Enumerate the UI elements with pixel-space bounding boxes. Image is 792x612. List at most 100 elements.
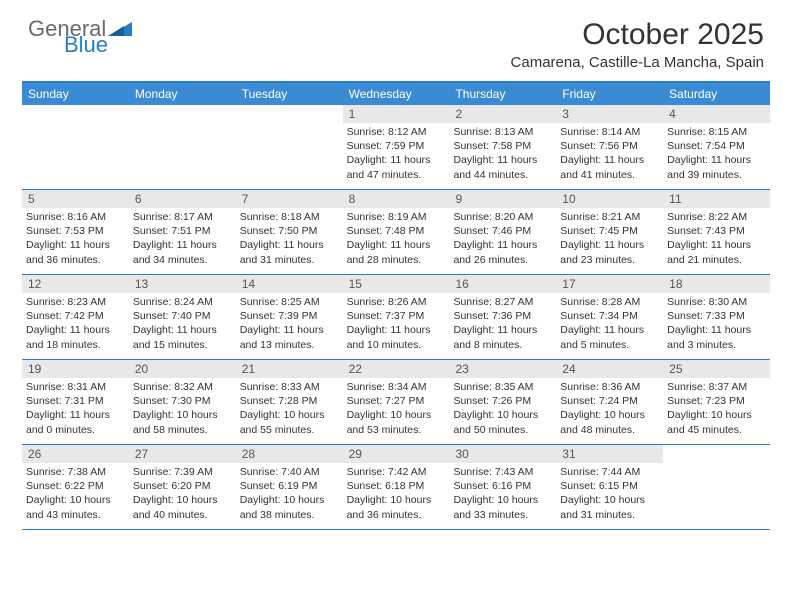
day-cell bbox=[236, 105, 343, 189]
day-number: 12 bbox=[22, 275, 129, 293]
day-content: Sunrise: 8:13 AMSunset: 7:58 PMDaylight:… bbox=[449, 123, 556, 186]
day-number: 23 bbox=[449, 360, 556, 378]
sunset-text: Sunset: 7:50 PM bbox=[240, 224, 339, 238]
daylight-text: Daylight: 10 hours and 55 minutes. bbox=[240, 408, 339, 436]
day-content: Sunrise: 8:27 AMSunset: 7:36 PMDaylight:… bbox=[449, 293, 556, 356]
day-content: Sunrise: 8:32 AMSunset: 7:30 PMDaylight:… bbox=[129, 378, 236, 441]
day-cell: 9Sunrise: 8:20 AMSunset: 7:46 PMDaylight… bbox=[449, 190, 556, 274]
sunrise-text: Sunrise: 8:37 AM bbox=[667, 380, 766, 394]
sunset-text: Sunset: 7:40 PM bbox=[133, 309, 232, 323]
sunset-text: Sunset: 7:59 PM bbox=[347, 139, 446, 153]
daylight-text: Daylight: 11 hours and 10 minutes. bbox=[347, 323, 446, 351]
day-cell bbox=[663, 445, 770, 529]
day-content: Sunrise: 8:18 AMSunset: 7:50 PMDaylight:… bbox=[236, 208, 343, 271]
day-number: 30 bbox=[449, 445, 556, 463]
sunset-text: Sunset: 7:39 PM bbox=[240, 309, 339, 323]
day-header-tuesday: Tuesday bbox=[236, 83, 343, 105]
sunset-text: Sunset: 7:48 PM bbox=[347, 224, 446, 238]
day-cell: 30Sunrise: 7:43 AMSunset: 6:16 PMDayligh… bbox=[449, 445, 556, 529]
sunrise-text: Sunrise: 8:18 AM bbox=[240, 210, 339, 224]
location: Camarena, Castille-La Mancha, Spain bbox=[511, 54, 764, 71]
daylight-text: Daylight: 11 hours and 36 minutes. bbox=[26, 238, 125, 266]
sunset-text: Sunset: 6:19 PM bbox=[240, 479, 339, 493]
month-title: October 2025 bbox=[511, 18, 764, 52]
sunrise-text: Sunrise: 8:26 AM bbox=[347, 295, 446, 309]
sunset-text: Sunset: 7:45 PM bbox=[560, 224, 659, 238]
sunset-text: Sunset: 6:18 PM bbox=[347, 479, 446, 493]
sunrise-text: Sunrise: 7:44 AM bbox=[560, 465, 659, 479]
daylight-text: Daylight: 11 hours and 26 minutes. bbox=[453, 238, 552, 266]
day-number: 29 bbox=[343, 445, 450, 463]
sunset-text: Sunset: 6:15 PM bbox=[560, 479, 659, 493]
day-cell: 25Sunrise: 8:37 AMSunset: 7:23 PMDayligh… bbox=[663, 360, 770, 444]
sunset-text: Sunset: 7:31 PM bbox=[26, 394, 125, 408]
sunrise-text: Sunrise: 8:12 AM bbox=[347, 125, 446, 139]
day-content: Sunrise: 8:25 AMSunset: 7:39 PMDaylight:… bbox=[236, 293, 343, 356]
day-cell: 23Sunrise: 8:35 AMSunset: 7:26 PMDayligh… bbox=[449, 360, 556, 444]
day-content: Sunrise: 7:43 AMSunset: 6:16 PMDaylight:… bbox=[449, 463, 556, 526]
day-number: 7 bbox=[236, 190, 343, 208]
day-content: Sunrise: 8:31 AMSunset: 7:31 PMDaylight:… bbox=[22, 378, 129, 441]
week-row: 5Sunrise: 8:16 AMSunset: 7:53 PMDaylight… bbox=[22, 190, 770, 275]
day-header-row: SundayMondayTuesdayWednesdayThursdayFrid… bbox=[22, 83, 770, 105]
daylight-text: Daylight: 10 hours and 38 minutes. bbox=[240, 493, 339, 521]
daylight-text: Daylight: 11 hours and 34 minutes. bbox=[133, 238, 232, 266]
sunrise-text: Sunrise: 8:23 AM bbox=[26, 295, 125, 309]
sunrise-text: Sunrise: 8:35 AM bbox=[453, 380, 552, 394]
sunset-text: Sunset: 7:43 PM bbox=[667, 224, 766, 238]
sunset-text: Sunset: 7:26 PM bbox=[453, 394, 552, 408]
day-number: 14 bbox=[236, 275, 343, 293]
day-content: Sunrise: 8:28 AMSunset: 7:34 PMDaylight:… bbox=[556, 293, 663, 356]
day-content: Sunrise: 8:17 AMSunset: 7:51 PMDaylight:… bbox=[129, 208, 236, 271]
day-number: 25 bbox=[663, 360, 770, 378]
day-cell: 24Sunrise: 8:36 AMSunset: 7:24 PMDayligh… bbox=[556, 360, 663, 444]
day-content: Sunrise: 7:38 AMSunset: 6:22 PMDaylight:… bbox=[22, 463, 129, 526]
day-number: 27 bbox=[129, 445, 236, 463]
day-number: 21 bbox=[236, 360, 343, 378]
daylight-text: Daylight: 10 hours and 53 minutes. bbox=[347, 408, 446, 436]
sunrise-text: Sunrise: 8:36 AM bbox=[560, 380, 659, 394]
sunrise-text: Sunrise: 8:22 AM bbox=[667, 210, 766, 224]
day-content: Sunrise: 7:42 AMSunset: 6:18 PMDaylight:… bbox=[343, 463, 450, 526]
day-content: Sunrise: 8:37 AMSunset: 7:23 PMDaylight:… bbox=[663, 378, 770, 441]
day-number bbox=[22, 105, 129, 109]
sunset-text: Sunset: 7:36 PM bbox=[453, 309, 552, 323]
day-header-monday: Monday bbox=[129, 83, 236, 105]
day-number: 5 bbox=[22, 190, 129, 208]
sunset-text: Sunset: 7:33 PM bbox=[667, 309, 766, 323]
day-number: 1 bbox=[343, 105, 450, 123]
daylight-text: Daylight: 11 hours and 23 minutes. bbox=[560, 238, 659, 266]
sunset-text: Sunset: 7:56 PM bbox=[560, 139, 659, 153]
day-number: 17 bbox=[556, 275, 663, 293]
sunrise-text: Sunrise: 7:43 AM bbox=[453, 465, 552, 479]
day-header-friday: Friday bbox=[556, 83, 663, 105]
day-cell bbox=[22, 105, 129, 189]
day-cell: 17Sunrise: 8:28 AMSunset: 7:34 PMDayligh… bbox=[556, 275, 663, 359]
day-content: Sunrise: 8:14 AMSunset: 7:56 PMDaylight:… bbox=[556, 123, 663, 186]
day-cell: 31Sunrise: 7:44 AMSunset: 6:15 PMDayligh… bbox=[556, 445, 663, 529]
day-number: 20 bbox=[129, 360, 236, 378]
sunset-text: Sunset: 7:24 PM bbox=[560, 394, 659, 408]
day-number bbox=[236, 105, 343, 109]
day-number: 13 bbox=[129, 275, 236, 293]
day-number: 28 bbox=[236, 445, 343, 463]
sunrise-text: Sunrise: 8:20 AM bbox=[453, 210, 552, 224]
week-row: 26Sunrise: 7:38 AMSunset: 6:22 PMDayligh… bbox=[22, 445, 770, 530]
daylight-text: Daylight: 10 hours and 40 minutes. bbox=[133, 493, 232, 521]
sunset-text: Sunset: 7:42 PM bbox=[26, 309, 125, 323]
day-cell: 27Sunrise: 7:39 AMSunset: 6:20 PMDayligh… bbox=[129, 445, 236, 529]
day-header-sunday: Sunday bbox=[22, 83, 129, 105]
sunrise-text: Sunrise: 8:25 AM bbox=[240, 295, 339, 309]
day-cell: 21Sunrise: 8:33 AMSunset: 7:28 PMDayligh… bbox=[236, 360, 343, 444]
sunset-text: Sunset: 7:27 PM bbox=[347, 394, 446, 408]
daylight-text: Daylight: 10 hours and 31 minutes. bbox=[560, 493, 659, 521]
day-cell: 4Sunrise: 8:15 AMSunset: 7:54 PMDaylight… bbox=[663, 105, 770, 189]
daylight-text: Daylight: 11 hours and 47 minutes. bbox=[347, 153, 446, 181]
day-cell: 12Sunrise: 8:23 AMSunset: 7:42 PMDayligh… bbox=[22, 275, 129, 359]
sunrise-text: Sunrise: 7:42 AM bbox=[347, 465, 446, 479]
day-content: Sunrise: 8:35 AMSunset: 7:26 PMDaylight:… bbox=[449, 378, 556, 441]
daylight-text: Daylight: 11 hours and 5 minutes. bbox=[560, 323, 659, 351]
day-content: Sunrise: 8:20 AMSunset: 7:46 PMDaylight:… bbox=[449, 208, 556, 271]
sunset-text: Sunset: 7:53 PM bbox=[26, 224, 125, 238]
header: General Blue October 2025 Camarena, Cast… bbox=[0, 0, 792, 75]
